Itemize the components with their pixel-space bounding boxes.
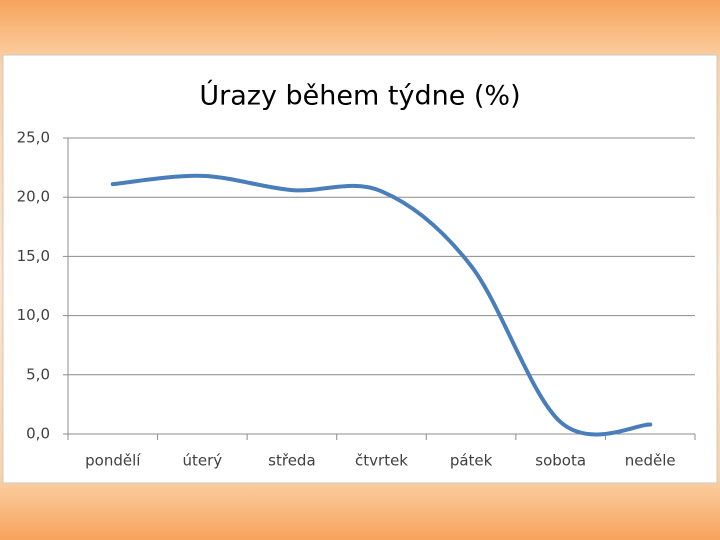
data-line [110, 173, 653, 437]
chart-area [2, 54, 718, 484]
x-tick-label: čtvrtek [355, 452, 408, 470]
y-tick-label: 10,0 [17, 306, 50, 324]
x-tick-label: pondělí [85, 452, 141, 470]
y-tick-label: 0,0 [26, 425, 50, 443]
y-tick-label: 20,0 [17, 188, 50, 206]
x-tick-label: sobota [535, 452, 586, 470]
y-tick-label: 25,0 [17, 129, 50, 147]
chart-title: Úrazy během týdne (%) [199, 80, 520, 112]
x-tick-label: středa [268, 452, 315, 470]
y-tick-label: 15,0 [17, 247, 50, 265]
x-tick-label: pátek [450, 452, 493, 470]
x-tick-label: neděle [625, 452, 676, 470]
x-tick-label: úterý [183, 452, 223, 470]
y-tick-label: 5,0 [26, 365, 50, 383]
